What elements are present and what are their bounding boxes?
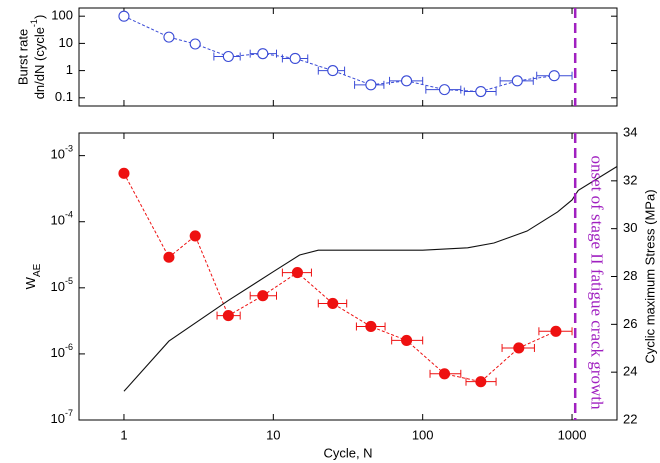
plot-frame xyxy=(78,132,618,421)
marker xyxy=(365,79,377,91)
x-tick-label: 1000 xyxy=(558,427,587,442)
y2-axis-label: Cyclic maximum Stress (MPa) xyxy=(642,189,657,363)
marker xyxy=(222,50,234,63)
marker xyxy=(118,10,130,22)
y-tick-label: 1 xyxy=(66,62,73,77)
marker xyxy=(163,251,175,263)
marker xyxy=(548,70,560,82)
marker xyxy=(475,376,487,388)
marker xyxy=(118,167,130,179)
y2-tick-label: 30 xyxy=(623,220,637,235)
y-tick-label: 10-6 xyxy=(51,342,73,360)
stress-line xyxy=(123,166,618,392)
y-tick-label: 10-3 xyxy=(51,144,73,162)
x-tick-label: 100 xyxy=(412,427,434,442)
marker xyxy=(289,52,301,64)
marker xyxy=(550,325,562,337)
marker xyxy=(327,65,339,77)
y2-tick-label: 26 xyxy=(623,316,637,331)
y-axis-label: WAE xyxy=(23,263,42,289)
y2-tick-label: 32 xyxy=(623,172,637,187)
marker xyxy=(327,297,339,310)
marker xyxy=(438,368,451,380)
marker xyxy=(189,230,201,242)
marker xyxy=(163,31,175,43)
x-tick-label: 1 xyxy=(120,427,127,442)
y2-tick-label: 24 xyxy=(623,364,637,379)
marker xyxy=(401,334,413,346)
x-axis-label: Cycle, N xyxy=(323,445,372,460)
marker xyxy=(257,290,269,302)
y-axis-label: dn/dN (cycle-1) xyxy=(29,15,47,100)
y-tick-label: 10 xyxy=(59,35,73,50)
y-tick-label: 10-5 xyxy=(51,276,73,294)
marker xyxy=(513,342,525,354)
y2-tick-label: 22 xyxy=(623,411,637,426)
marker xyxy=(511,75,523,87)
y-tick-label: 10-7 xyxy=(51,408,73,426)
y-tick-label: 10-4 xyxy=(51,210,73,228)
y2-tick-label: 34 xyxy=(623,124,637,139)
marker xyxy=(291,267,303,279)
marker xyxy=(401,75,413,87)
plot-frame xyxy=(78,7,618,107)
y-tick-label: 100 xyxy=(51,8,73,23)
y-axis-label: Burst rate xyxy=(15,29,30,85)
marker xyxy=(438,84,451,96)
series-line xyxy=(123,173,557,383)
marker xyxy=(365,320,377,333)
series-line xyxy=(123,15,555,93)
annotation: onset of stage II fatigue crack growth xyxy=(587,156,606,410)
y2-tick-label: 28 xyxy=(623,268,637,283)
marker xyxy=(222,310,234,322)
marker xyxy=(475,85,487,98)
x-tick-label: 10 xyxy=(266,427,280,442)
marker xyxy=(189,38,201,50)
y-tick-label: 0.1 xyxy=(55,89,73,104)
marker xyxy=(257,48,269,60)
